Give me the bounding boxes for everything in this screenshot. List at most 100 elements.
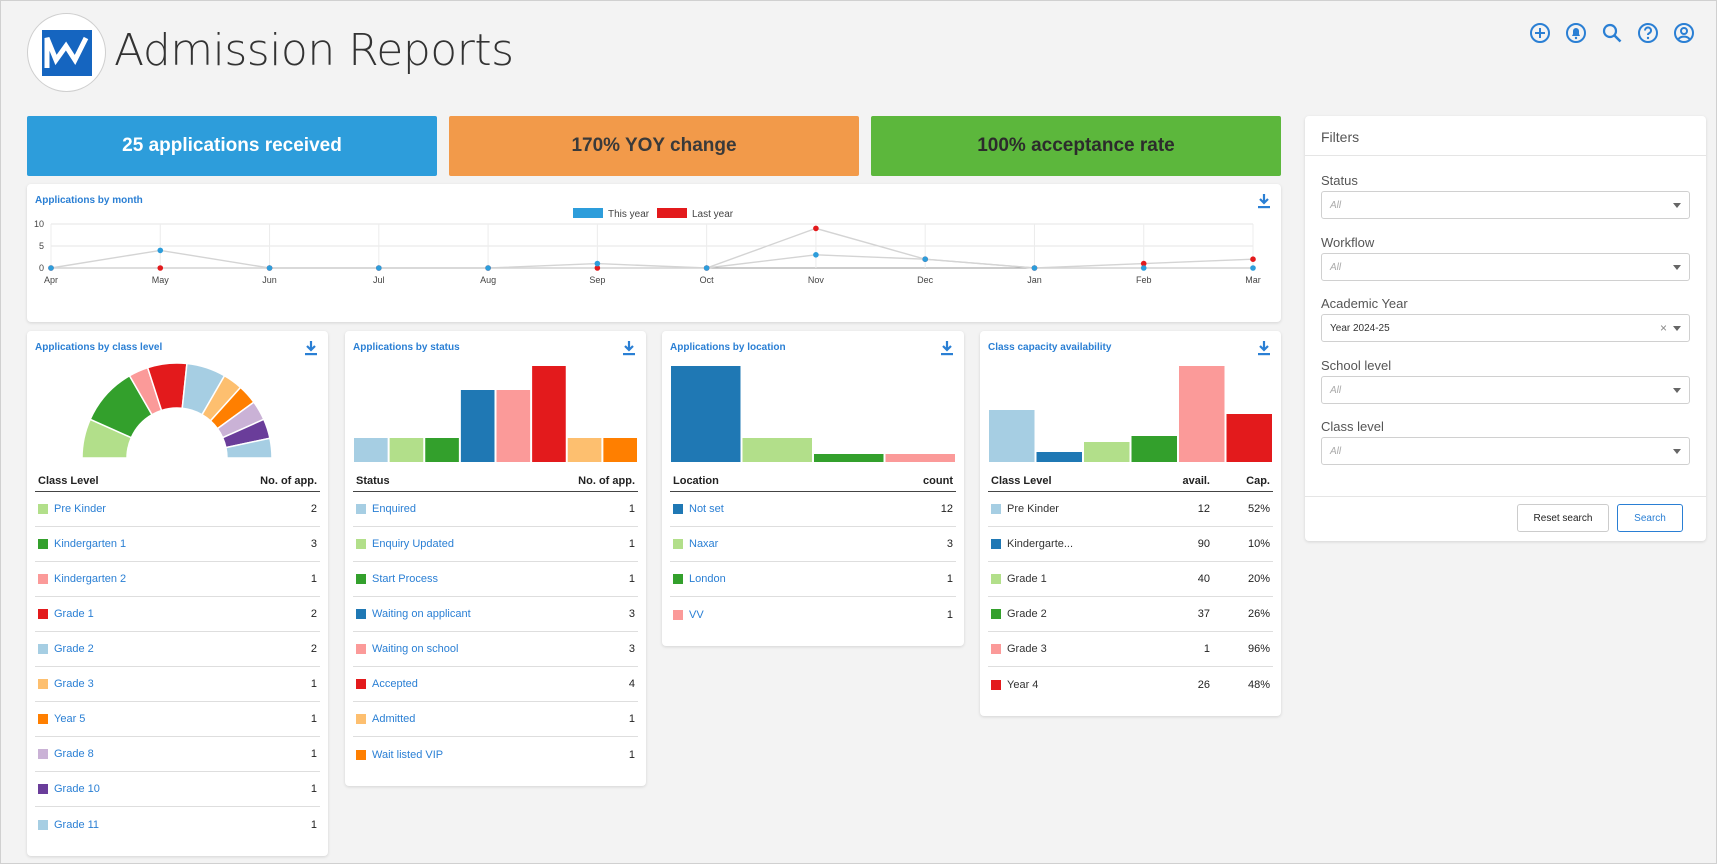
row-label: Year 4: [1007, 678, 1039, 691]
row-value: 1: [628, 713, 635, 725]
row-link[interactable]: VV: [689, 608, 704, 621]
table-row: Admitted 1: [353, 702, 638, 737]
x-tick-label: Mar: [1245, 275, 1261, 285]
row-value: 37: [1197, 608, 1210, 620]
row-link[interactable]: Pre Kinder: [54, 503, 106, 515]
search-button[interactable]: Search: [1617, 504, 1683, 532]
legend-swatch: [573, 208, 603, 218]
row-link[interactable]: Grade 8: [54, 748, 94, 760]
bar: [389, 438, 424, 462]
row-label: Kindergarte...: [1007, 538, 1074, 550]
legend-swatch: [991, 574, 1001, 584]
clear-icon[interactable]: ×: [1659, 321, 1667, 335]
download-icon[interactable]: [940, 340, 954, 356]
row-value: 1: [946, 573, 953, 585]
applications-by-location-panel: Applications by location Location count …: [662, 331, 964, 646]
donut-slice: [225, 437, 273, 459]
table-row: Grade 2 2: [35, 632, 320, 667]
row-link[interactable]: Grade 10: [54, 783, 100, 795]
row-link[interactable]: Grade 1: [54, 608, 94, 620]
table-header: Class Level avail. Cap.: [988, 470, 1273, 492]
app-logo[interactable]: [27, 13, 106, 92]
row-link[interactable]: Enquiry Updated: [372, 538, 454, 550]
row-link[interactable]: Start Process: [372, 573, 439, 585]
class-level-select[interactable]: All: [1321, 437, 1690, 465]
help-icon[interactable]: [1636, 21, 1660, 45]
legend-swatch: [38, 714, 48, 724]
status-bar-chart: [354, 366, 637, 462]
row-link[interactable]: Admitted: [372, 713, 416, 725]
academic-year-select[interactable]: Year 2024-25 ×: [1321, 314, 1690, 342]
school-level-select[interactable]: All: [1321, 376, 1690, 404]
workflow-select[interactable]: All: [1321, 253, 1690, 281]
row-link[interactable]: Waiting on school: [372, 643, 459, 655]
legend-label: This year: [608, 209, 650, 220]
row-value: 1: [310, 573, 317, 585]
status-select[interactable]: All: [1321, 191, 1690, 219]
add-circle-icon[interactable]: [1528, 21, 1552, 45]
row-link[interactable]: London: [689, 573, 726, 585]
download-icon[interactable]: [1257, 340, 1271, 356]
row-label: Pre Kinder: [1007, 503, 1059, 515]
table-row: Grade 11 1: [35, 807, 320, 842]
data-point: [376, 265, 382, 271]
table-row: Wait listed VIP 1: [353, 737, 638, 772]
school-level-filter: School level All: [1321, 358, 1690, 404]
table-row: Start Process 1: [353, 562, 638, 597]
legend-swatch: [356, 679, 366, 689]
download-icon[interactable]: [304, 340, 318, 356]
legend-swatch: [673, 504, 683, 514]
download-icon[interactable]: [1257, 193, 1271, 209]
x-tick-label: Apr: [44, 275, 58, 285]
table-row: Waiting on applicant 3: [353, 597, 638, 632]
capacity-bar-chart: [989, 366, 1272, 462]
row-value: 1: [628, 748, 635, 761]
row-label: Grade 3: [1007, 643, 1047, 655]
row-link[interactable]: Not set: [689, 503, 724, 515]
table-row: Kindergarte... 90 10%: [988, 527, 1273, 562]
table-header: Status No. of app.: [353, 470, 638, 492]
panel-title: Applications by status: [353, 342, 460, 353]
reset-search-button[interactable]: Reset search: [1517, 504, 1609, 532]
legend-swatch: [991, 644, 1001, 654]
legend-swatch: [38, 749, 48, 759]
data-point: [157, 247, 164, 254]
bar: [354, 438, 388, 462]
row-link[interactable]: Naxar: [689, 538, 719, 550]
data-point: [703, 265, 710, 271]
row-value: 26%: [1247, 608, 1270, 620]
row-value: 2: [310, 608, 317, 620]
bell-icon[interactable]: [1564, 21, 1588, 45]
row-link[interactable]: Grade 3: [54, 678, 94, 690]
row-link[interactable]: Waiting on applicant: [372, 608, 471, 620]
table-row: Kindergarten 1 3: [35, 527, 320, 562]
row-value: 26: [1197, 678, 1210, 691]
legend-swatch: [356, 504, 366, 514]
row-link[interactable]: Enquired: [372, 503, 417, 515]
legend-swatch: [38, 574, 48, 584]
row-link[interactable]: Kindergarten 2: [54, 573, 127, 585]
row-link[interactable]: Accepted: [372, 678, 418, 690]
chevron-down-icon: [1673, 326, 1681, 331]
search-icon[interactable]: [1600, 21, 1624, 45]
row-value: 1: [628, 503, 635, 515]
row-link[interactable]: Year 5: [54, 713, 86, 725]
capacity-table: Class Level avail. Cap. Pre Kinder 12 52% K…: [988, 470, 1273, 702]
row-value: 1: [310, 713, 317, 725]
row-link[interactable]: Grade 2: [54, 643, 94, 655]
user-icon[interactable]: [1672, 21, 1696, 45]
x-tick-label: Aug: [480, 275, 496, 285]
x-tick-label: Jan: [1027, 275, 1042, 285]
row-link[interactable]: Grade 11: [54, 818, 100, 831]
row-link[interactable]: Wait listed VIP: [372, 748, 444, 761]
table-row: Year 5 1: [35, 702, 320, 737]
legend-swatch: [38, 539, 48, 549]
table-row: VV 1: [670, 597, 956, 632]
bar: [1131, 436, 1177, 462]
row-link[interactable]: Kindergarten 1: [54, 538, 127, 550]
stat-acceptance-rate: 100% acceptance rate: [871, 116, 1281, 176]
x-tick-label: May: [152, 275, 170, 285]
download-icon[interactable]: [622, 340, 636, 356]
bar: [567, 438, 602, 462]
row-value: 10%: [1247, 538, 1270, 550]
